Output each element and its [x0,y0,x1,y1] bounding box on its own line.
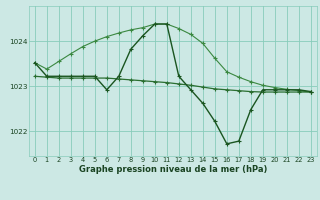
X-axis label: Graphe pression niveau de la mer (hPa): Graphe pression niveau de la mer (hPa) [79,165,267,174]
